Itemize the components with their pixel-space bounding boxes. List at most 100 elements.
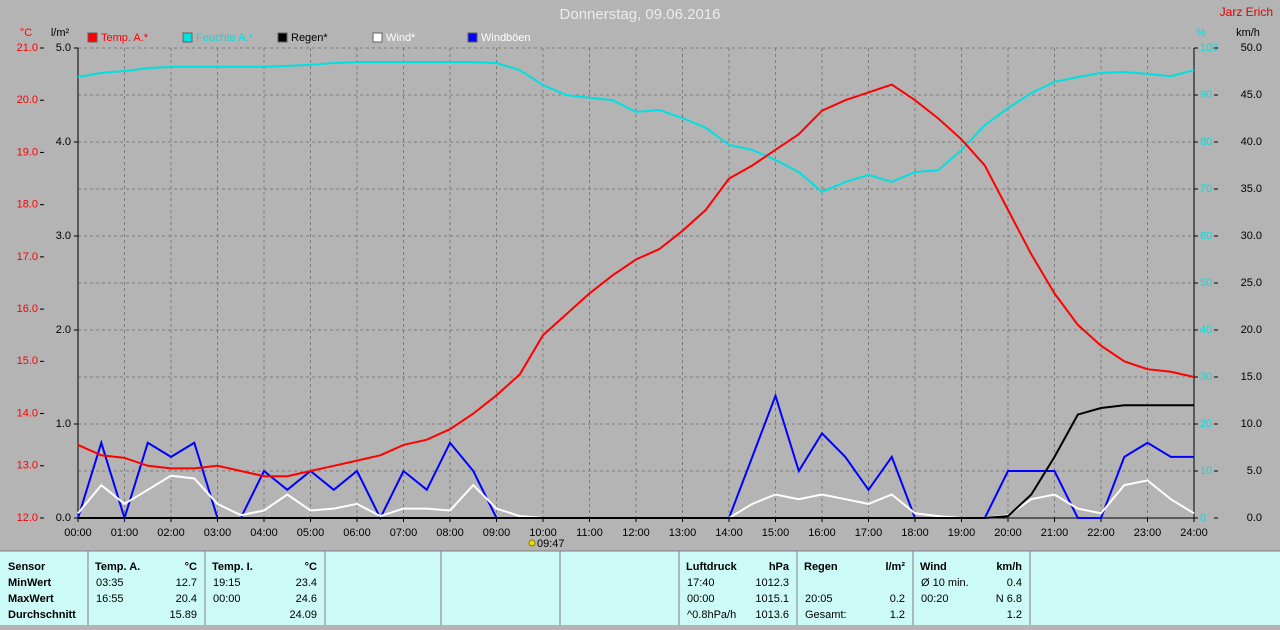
legend-label: Windböen — [481, 32, 531, 44]
y-tick-label: 1.0 — [56, 418, 71, 430]
x-tick-label: 08:00 — [436, 527, 464, 539]
y-tick-label: 12.0 — [17, 512, 38, 524]
y-tick-label: 40 — [1200, 324, 1212, 336]
y-tick-label: 21.0 — [17, 42, 38, 54]
y-tick-label: 19.0 — [17, 146, 38, 158]
x-tick-label: 05:00 — [297, 527, 325, 539]
stats-time: 20:05 — [805, 593, 833, 605]
stats-background — [0, 551, 1280, 625]
stats-group-unit: l/m² — [885, 561, 905, 573]
stats-value: 0.2 — [890, 593, 905, 605]
stats-group-title: Temp. I. — [212, 561, 253, 573]
y-tick-label: 2.0 — [56, 324, 71, 336]
stats-time: 19:15 — [213, 577, 241, 589]
x-tick-label: 18:00 — [901, 527, 929, 539]
y-tick-label: 3.0 — [56, 230, 71, 242]
y-tick-label: 18.0 — [17, 199, 38, 211]
y-tick-label: 5.0 — [56, 42, 71, 54]
stats-group-title: Temp. A. — [95, 561, 140, 573]
stats-value: 1013.6 — [755, 609, 789, 621]
stats-row-label: Durchschnitt — [8, 609, 76, 621]
x-tick-label: 21:00 — [1041, 527, 1069, 539]
legend-swatch — [372, 32, 383, 43]
x-tick-label: 04:00 — [250, 527, 278, 539]
x-tick-label: 23:00 — [1134, 527, 1162, 539]
stats-time: 00:20 — [921, 593, 949, 605]
stats-group-title: Luftdruck — [686, 561, 738, 573]
y-tick-label: 25.0 — [1241, 277, 1262, 289]
legend-swatch — [277, 32, 288, 43]
stats-borders — [0, 550, 1280, 625]
legend-swatch — [87, 32, 98, 43]
y-tick-label: 0.0 — [56, 512, 71, 524]
stats-time: 00:00 — [213, 593, 241, 605]
stats-value: 12.7 — [176, 577, 197, 589]
x-tick-label: 22:00 — [1087, 527, 1115, 539]
y-tick-label: 10 — [1200, 465, 1212, 477]
stats-value: 1.2 — [890, 609, 905, 621]
legend-label: Regen* — [291, 32, 328, 44]
y-tick-label: 20.0 — [17, 94, 38, 106]
y-tick-label: 90 — [1200, 89, 1212, 101]
stats-value: 24.09 — [289, 609, 317, 621]
x-tick-label: 06:00 — [343, 527, 371, 539]
y3-axis-label: % — [1196, 27, 1206, 39]
x-tick-label: 24:00 — [1180, 527, 1208, 539]
data-line — [78, 404, 1194, 519]
x-tick-label: 09:00 — [483, 527, 511, 539]
data-line — [77, 83, 1195, 478]
y-axis-label: °C — [20, 27, 32, 39]
data-line — [77, 61, 1195, 193]
stats-group-unit: °C — [185, 561, 197, 573]
y-tick-label: 14.0 — [17, 407, 38, 419]
x-tick-label: 15:00 — [762, 527, 790, 539]
author: Jarz Erich — [1220, 5, 1273, 19]
y-tick-label: 100 — [1200, 42, 1218, 54]
x-tick-label: 14:00 — [715, 527, 743, 539]
stats-group-unit: km/h — [996, 561, 1022, 573]
y2-axis-label: l/m² — [51, 27, 70, 39]
x-tick-label: 10:00 — [529, 527, 557, 539]
y-tick-label: 17.0 — [17, 251, 38, 263]
y-tick-label: 30 — [1200, 371, 1212, 383]
stats-time: 16:55 — [96, 593, 124, 605]
y-tick-label: 10.0 — [1241, 418, 1262, 430]
annotation: 09:47 — [537, 538, 565, 550]
y4-axis-label: km/h — [1236, 27, 1260, 39]
legend-label: Feuchte A.* — [196, 32, 254, 44]
stats-value: 0.4 — [1007, 577, 1022, 589]
y-tick-label: 50.0 — [1241, 42, 1262, 54]
stats-value: 1.2 — [1007, 609, 1022, 621]
stats-group-title: Wind — [920, 561, 947, 573]
stats-header: Sensor — [8, 561, 46, 573]
y-tick-label: 40.0 — [1241, 136, 1262, 148]
y-tick-label: 0 — [1200, 512, 1206, 524]
x-tick-label: 11:00 — [576, 527, 603, 539]
x-tick-label: 17:00 — [855, 527, 883, 539]
y-tick-label: 35.0 — [1241, 183, 1262, 195]
stats-value: 23.4 — [296, 577, 317, 589]
x-tick-label: 07:00 — [390, 527, 418, 539]
legend-swatch — [182, 32, 193, 43]
y-tick-label: 70 — [1200, 183, 1212, 195]
stats-value: N 6.8 — [996, 593, 1022, 605]
y-tick-label: 20 — [1200, 418, 1212, 430]
y-tick-label: 50 — [1200, 277, 1212, 289]
legend-label: Temp. A.* — [101, 32, 149, 44]
stats-row-label: MinWert — [8, 577, 52, 589]
stats-group-title: Regen — [804, 561, 838, 573]
x-tick-label: 03:00 — [204, 527, 232, 539]
y-tick-label: 15.0 — [17, 355, 38, 367]
x-tick-label: 16:00 — [808, 527, 836, 539]
x-tick-label: 13:00 — [669, 527, 697, 539]
stats-time: 00:00 — [687, 593, 715, 605]
stats-group-unit: °C — [305, 561, 317, 573]
stats-time: ^0.8hPa/h — [687, 609, 736, 621]
y-tick-label: 4.0 — [56, 136, 71, 148]
stats-row-label: MaxWert — [8, 593, 54, 605]
stats-value: 24.6 — [296, 593, 317, 605]
chart-title: Donnerstag, 09.06.2016 — [560, 6, 721, 23]
y-tick-label: 20.0 — [1241, 324, 1262, 336]
y-tick-label: 60 — [1200, 230, 1212, 242]
